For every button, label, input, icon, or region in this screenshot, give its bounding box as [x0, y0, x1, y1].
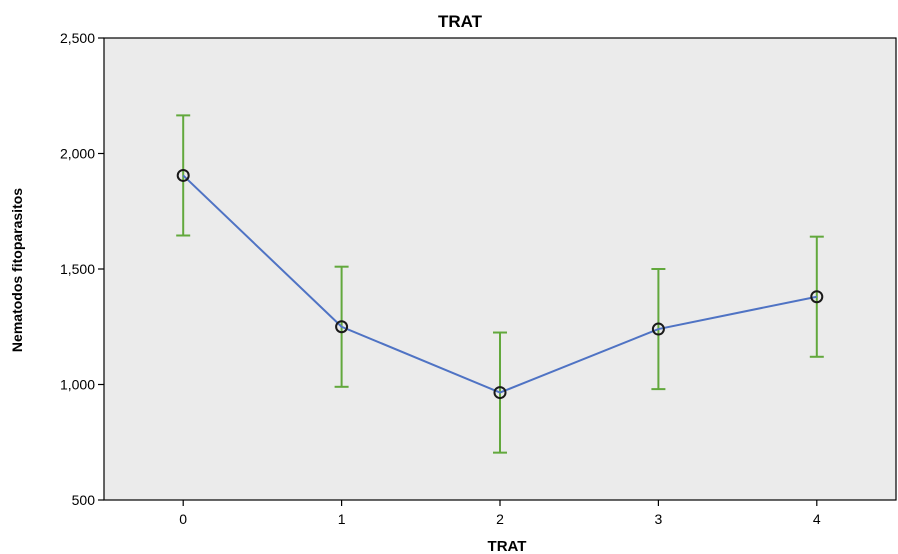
series-layer	[176, 114, 824, 454]
x-axis-title: TRAT	[488, 538, 527, 554]
y-tick-label: 500	[72, 492, 96, 508]
series-line	[182, 174, 818, 394]
y-tick-label: 1,000	[60, 377, 95, 393]
y-tick-label: 1,500	[60, 261, 95, 277]
x-axis: 0 1 2 3 4	[179, 500, 821, 527]
y-axis-title: Nematodos fitoparasitos	[9, 188, 25, 352]
x-tick-label: 1	[338, 511, 346, 527]
y-tick-label: 2,000	[60, 146, 95, 162]
x-tick-label: 3	[655, 511, 663, 527]
x-tick-label: 2	[496, 511, 504, 527]
chart-title: TRAT	[438, 12, 483, 31]
x-tick-label: 4	[813, 511, 821, 527]
data-point	[493, 386, 507, 400]
data-point	[651, 322, 665, 336]
y-axis: 500 1,000 1,500 2,000 2,500	[60, 30, 104, 508]
data-point	[335, 320, 349, 334]
x-tick-label: 0	[179, 511, 187, 527]
y-tick-label: 2,500	[60, 30, 95, 46]
data-point	[176, 168, 190, 182]
data-point	[810, 290, 824, 304]
